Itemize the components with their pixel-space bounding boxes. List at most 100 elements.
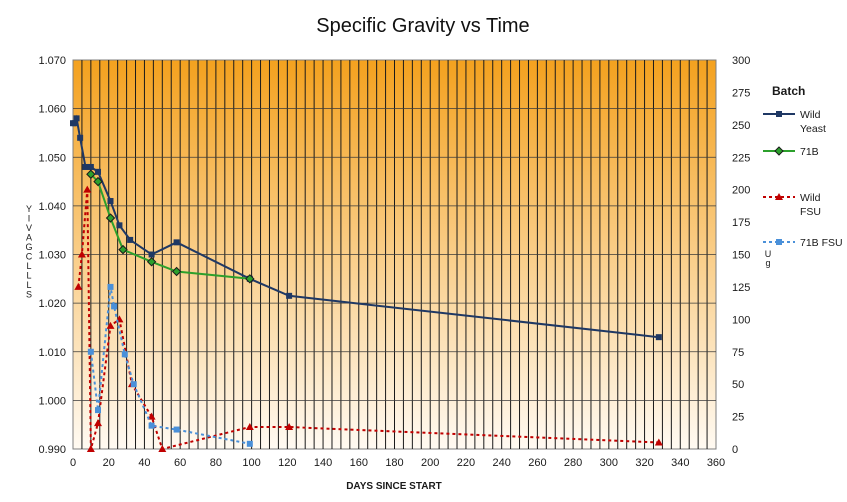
legend-item: 71B: [763, 146, 819, 158]
data-point: [71, 120, 78, 127]
legend: Batch Wild Yeast 71B Wild FSU 71B FSU: [763, 84, 843, 249]
y-axis-label-letter: C: [26, 252, 33, 262]
legend-swatch-marker: [776, 239, 782, 245]
y-axis-label-letter: I: [28, 214, 31, 224]
y-tick-label: 1.000: [38, 395, 66, 407]
data-point: [245, 422, 254, 430]
y2-tick-label: 100: [732, 314, 750, 326]
data-point: [111, 303, 118, 310]
data-point: [116, 222, 123, 229]
x-tick-label: 0: [70, 457, 76, 469]
data-point: [107, 283, 114, 290]
legend-swatch-marker: [774, 146, 784, 156]
legend-label: Wild: [800, 109, 821, 121]
data-point: [127, 236, 134, 243]
y2-tick-label: 125: [732, 282, 750, 294]
data-point: [107, 198, 114, 205]
y-tick-label: 1.020: [38, 298, 66, 310]
x-tick-label: 80: [210, 457, 222, 469]
x-tick-label: 20: [103, 457, 115, 469]
y2-tick-label: 200: [732, 185, 750, 197]
data-point: [95, 168, 102, 175]
legend-title: Batch: [772, 84, 805, 98]
x-tick-label: 60: [174, 457, 186, 469]
legend-item: 71B FSU: [763, 237, 843, 249]
y2-tick-label: 50: [732, 379, 744, 391]
data-point: [106, 321, 115, 329]
legend-item: Wild FSU: [763, 192, 821, 218]
y2-axis-label-letter: U: [765, 249, 772, 259]
x-axis-ticks: 0 20 40 60 80 100 120 140 160 180 200 220 240 260 280 3…: [70, 457, 725, 469]
y-axis-label-letter: L: [26, 271, 31, 281]
x-tick-label: 100: [242, 457, 260, 469]
legend-swatch-marker: [776, 111, 782, 117]
y-axis-label-letter: G: [25, 242, 32, 252]
y-tick-label: 1.070: [38, 55, 66, 67]
data-point: [158, 445, 167, 452]
data-point: [83, 185, 92, 193]
x-tick-label: 180: [385, 457, 403, 469]
legend-label: Wild: [800, 192, 821, 204]
x-tick-label: 260: [528, 457, 546, 469]
y2-tick-label: 75: [732, 347, 744, 359]
y2-tick-label: 150: [732, 250, 750, 262]
y-axis-label-letter: L: [26, 261, 31, 271]
data-point: [245, 274, 255, 284]
y-tick-label: 1.050: [38, 152, 66, 164]
y2-tick-label: 300: [732, 55, 750, 67]
legend-swatch-marker: [775, 193, 783, 200]
data-point: [173, 239, 180, 246]
data-point: [74, 282, 83, 290]
y-tick-label: 1.030: [38, 250, 66, 262]
legend-item: Wild Yeast: [763, 109, 826, 135]
x-tick-label: 240: [492, 457, 510, 469]
data-point: [171, 266, 182, 277]
data-point: [95, 407, 102, 414]
series-line: [89, 286, 250, 445]
data-point: [93, 176, 103, 187]
y2-tick-label: 275: [732, 87, 750, 99]
data-point: [118, 244, 128, 255]
y-tick-label: 0.990: [38, 444, 66, 456]
series-1: [86, 169, 255, 284]
y-axis-label-letter: L: [26, 280, 31, 290]
y-axis-label-letter: Y: [26, 204, 32, 214]
y2-axis-label: Ug: [765, 249, 772, 268]
x-tick-label: 320: [635, 457, 653, 469]
y2-tick-label: 250: [732, 120, 750, 132]
x-tick-label: 300: [600, 457, 618, 469]
data-point: [105, 213, 116, 223]
data-point: [246, 440, 253, 447]
data-point: [130, 381, 137, 388]
x-tick-label: 360: [707, 457, 725, 469]
x-axis-label: DAYS SINCE START: [346, 481, 442, 492]
data-point: [655, 334, 662, 341]
data-point: [94, 419, 103, 427]
y-tick-label: 1.010: [38, 347, 66, 359]
data-point: [121, 351, 128, 358]
legend-label: FSU: [800, 206, 821, 218]
data-point: [82, 163, 89, 170]
data-point: [86, 445, 95, 452]
legend-label: 71B FSU: [800, 237, 843, 249]
x-tick-label: 220: [457, 457, 475, 469]
data-point: [73, 115, 80, 122]
legend-label: 71B: [800, 146, 819, 158]
y-axis-label-letter: V: [26, 223, 32, 233]
y2-axis-label-letter: g: [765, 258, 770, 268]
data-point: [87, 163, 94, 170]
x-tick-label: 160: [350, 457, 368, 469]
data-point: [286, 292, 293, 299]
legend-label: Yeast: [800, 123, 826, 135]
y2-tick-label: 225: [732, 152, 750, 164]
y-axis-label-letter: S: [26, 290, 32, 300]
data-point: [148, 422, 155, 429]
x-tick-label: 280: [564, 457, 582, 469]
data-point: [173, 426, 180, 433]
data-point: [87, 348, 94, 355]
data-point: [147, 412, 156, 420]
y-tick-label: 1.060: [38, 104, 66, 116]
chart-title: Specific Gravity vs Time: [316, 15, 529, 37]
x-tick-label: 340: [671, 457, 689, 469]
